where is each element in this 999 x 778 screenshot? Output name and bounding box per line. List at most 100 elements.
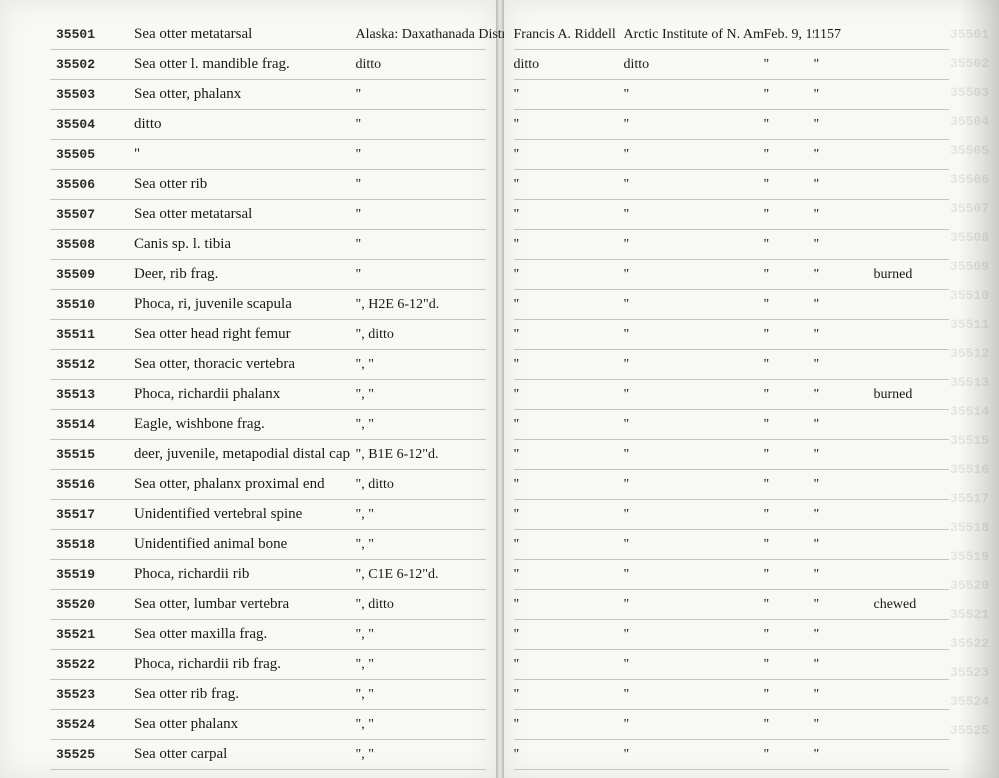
ledger-col-2: " xyxy=(624,267,764,283)
ledger-row: 35523Sea otter rib frag.", " xyxy=(50,680,486,710)
ledger-col-4: " xyxy=(814,717,844,733)
specimen-id: 35517 xyxy=(50,507,126,522)
ledger-row: 35515deer, juvenile, metapodial distal c… xyxy=(50,440,486,470)
ledger-row: 35513Phoca, richardii phalanx", " xyxy=(50,380,486,410)
ledger-row: 35510Phoca, ri, juvenile scapula", H2E 6… xyxy=(50,290,486,320)
page-right: 3550135502355033550435505355063550735508… xyxy=(504,0,999,778)
ledger-col-1: " xyxy=(514,207,624,223)
specimen-description: Phoca, richardii phalanx xyxy=(126,386,356,403)
specimen-id: 35510 xyxy=(50,297,126,312)
locality: " xyxy=(356,147,486,163)
ledger-row: """" xyxy=(514,650,950,680)
specimen-description: Unidentified vertebral spine xyxy=(126,506,356,523)
ledger-col-3: " xyxy=(764,357,814,373)
ledger-row: 35508Canis sp. l. tibia" xyxy=(50,230,486,260)
ledger-col-6: chewed xyxy=(874,597,950,613)
locality: " xyxy=(356,117,486,133)
locality: ", C1E 6-12"d. xyxy=(356,567,486,583)
book-spine xyxy=(496,0,504,778)
ledger-col-3: " xyxy=(764,267,814,283)
specimen-id: 35507 xyxy=(50,207,126,222)
ledger-col-1: " xyxy=(514,117,624,133)
ledger-row: 35502Sea otter l. mandible frag.ditto xyxy=(50,50,486,80)
specimen-description: Canis sp. l. tibia xyxy=(126,236,356,253)
ledger-col-3: " xyxy=(764,87,814,103)
locality: ", " xyxy=(356,537,486,553)
specimen-description: Sea otter, lumbar vertebra xyxy=(126,596,356,613)
specimen-id: 35519 xyxy=(50,567,126,582)
page-left: 35501Sea otter metatarsalAlaska: Daxatha… xyxy=(0,0,496,778)
ledger-col-4: " xyxy=(814,297,844,313)
specimen-description: ditto xyxy=(126,116,356,133)
ledger-col-3: " xyxy=(764,687,814,703)
ledger-row: """" xyxy=(514,290,950,320)
ledger-col-1: " xyxy=(514,657,624,673)
ledger-col-3: " xyxy=(764,717,814,733)
ledger-col-1: " xyxy=(514,537,624,553)
ledger-row: 35506Sea otter rib" xyxy=(50,170,486,200)
ledger-col-4: " xyxy=(814,567,844,583)
specimen-description: Eagle, wishbone frag. xyxy=(126,416,356,433)
ledger-col-1: " xyxy=(514,327,624,343)
ledger-col-3: " xyxy=(764,177,814,193)
locality: " xyxy=(356,237,486,253)
specimen-description: Phoca, ri, juvenile scapula xyxy=(126,296,356,313)
ledger-row: 35509Deer, rib frag." xyxy=(50,260,486,290)
ledger-row: 35514Eagle, wishbone frag.", " xyxy=(50,410,486,440)
ledger-col-1: " xyxy=(514,447,624,463)
locality: ", " xyxy=(356,417,486,433)
specimen-description: " xyxy=(126,146,356,163)
ledger-col-2: " xyxy=(624,417,764,433)
specimen-id: 35525 xyxy=(50,747,126,762)
ledger-book: 35501Sea otter metatarsalAlaska: Daxatha… xyxy=(0,0,999,778)
specimen-description: Sea otter rib frag. xyxy=(126,686,356,703)
ledger-row: """" xyxy=(514,620,950,650)
ledger-row: """" xyxy=(514,320,950,350)
ledger-row: dittoditto"" xyxy=(514,50,950,80)
ledger-col-4: " xyxy=(814,477,844,493)
ledger-row: """" xyxy=(514,470,950,500)
ledger-row: """" xyxy=(514,530,950,560)
specimen-description: deer, juvenile, metapodial distal cap xyxy=(126,446,356,463)
ledger-col-1: Francis A. Riddell xyxy=(514,27,624,43)
ledger-row: 35504ditto" xyxy=(50,110,486,140)
ledger-row: """" xyxy=(514,500,950,530)
ledger-col-2: " xyxy=(624,87,764,103)
ledger-row: """" xyxy=(514,170,950,200)
ledger-col-3: " xyxy=(764,447,814,463)
ledger-row: Francis A. RiddellArctic Institute of N.… xyxy=(514,20,950,50)
ledger-col-2: Arctic Institute of N. America; Wenner-G… xyxy=(624,27,764,43)
ledger-col-1: " xyxy=(514,747,624,763)
ledger-col-1: " xyxy=(514,387,624,403)
ledger-col-4: " xyxy=(814,597,844,613)
locality: ", ditto xyxy=(356,597,486,613)
specimen-id: 35501 xyxy=(50,27,126,42)
ledger-col-2: " xyxy=(624,717,764,733)
locality: " xyxy=(356,87,486,103)
specimen-id: 35509 xyxy=(50,267,126,282)
ledger-row: 35524Sea otter phalanx", " xyxy=(50,710,486,740)
ledger-col-1: " xyxy=(514,147,624,163)
ledger-col-4: " xyxy=(814,327,844,343)
ledger-col-3: " xyxy=(764,237,814,253)
specimen-description: Sea otter head right femur xyxy=(126,326,356,343)
specimen-id: 35515 xyxy=(50,447,126,462)
ledger-col-3: " xyxy=(764,327,814,343)
ledger-col-1: " xyxy=(514,597,624,613)
ledger-row: 35516Sea otter, phalanx proximal end", d… xyxy=(50,470,486,500)
ledger-col-2: " xyxy=(624,207,764,223)
ledger-col-3: " xyxy=(764,477,814,493)
specimen-id: 35518 xyxy=(50,537,126,552)
ledger-col-6: burned xyxy=(874,267,950,283)
locality: Alaska: Daxathanada District, Fort nr. A… xyxy=(356,27,486,43)
ledger-col-1: " xyxy=(514,297,624,313)
locality: ", H2E 6-12"d. xyxy=(356,297,486,313)
ledger-col-2: " xyxy=(624,357,764,373)
ledger-col-3: " xyxy=(764,147,814,163)
locality: " xyxy=(356,177,486,193)
locality: ", ditto xyxy=(356,477,486,493)
specimen-description: Sea otter maxilla frag. xyxy=(126,626,356,643)
ledger-col-4: " xyxy=(814,507,844,523)
ledger-col-2: " xyxy=(624,237,764,253)
specimen-id: 35520 xyxy=(50,597,126,612)
